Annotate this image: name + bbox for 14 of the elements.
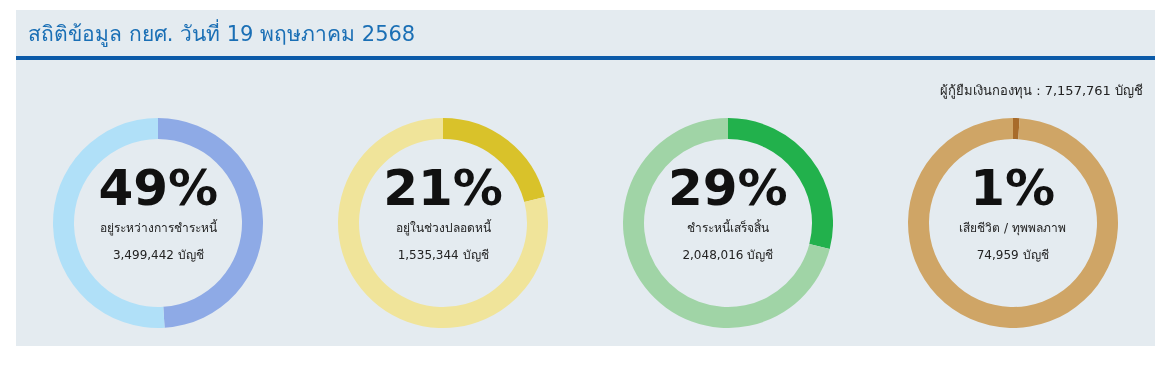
- slice-label: อยู่ระหว่างการชำระหนี้: [98, 218, 219, 237]
- data-label: 21%: [382, 159, 504, 217]
- data-label: 1%: [969, 159, 1057, 217]
- text: 3,499,442 บัญชี: [111, 247, 205, 264]
- text: ผู้กู้ยืมเงินกองทุน : 7,157,761 บัญชี: [939, 82, 1144, 101]
- slice-label: อยู่ในช่วงปลอดหนี้: [394, 218, 493, 237]
- slice-label: ชำระหนี้เสร็จสิ้น: [685, 218, 770, 237]
- text: สถิติข้อมูล กยศ. วันที่ 19 พฤษภาคม 2568: [28, 18, 416, 49]
- text: 74,959 บัญชี: [975, 247, 1050, 264]
- slice-label: เสียชีวิต / ทุพพลภาพ: [958, 220, 1067, 237]
- text: 2,048,016 บัญชี: [681, 247, 775, 264]
- text: 1,535,344 บัญชี: [396, 247, 490, 264]
- data-label: 49%: [97, 159, 220, 217]
- data-label: 29%: [667, 159, 789, 217]
